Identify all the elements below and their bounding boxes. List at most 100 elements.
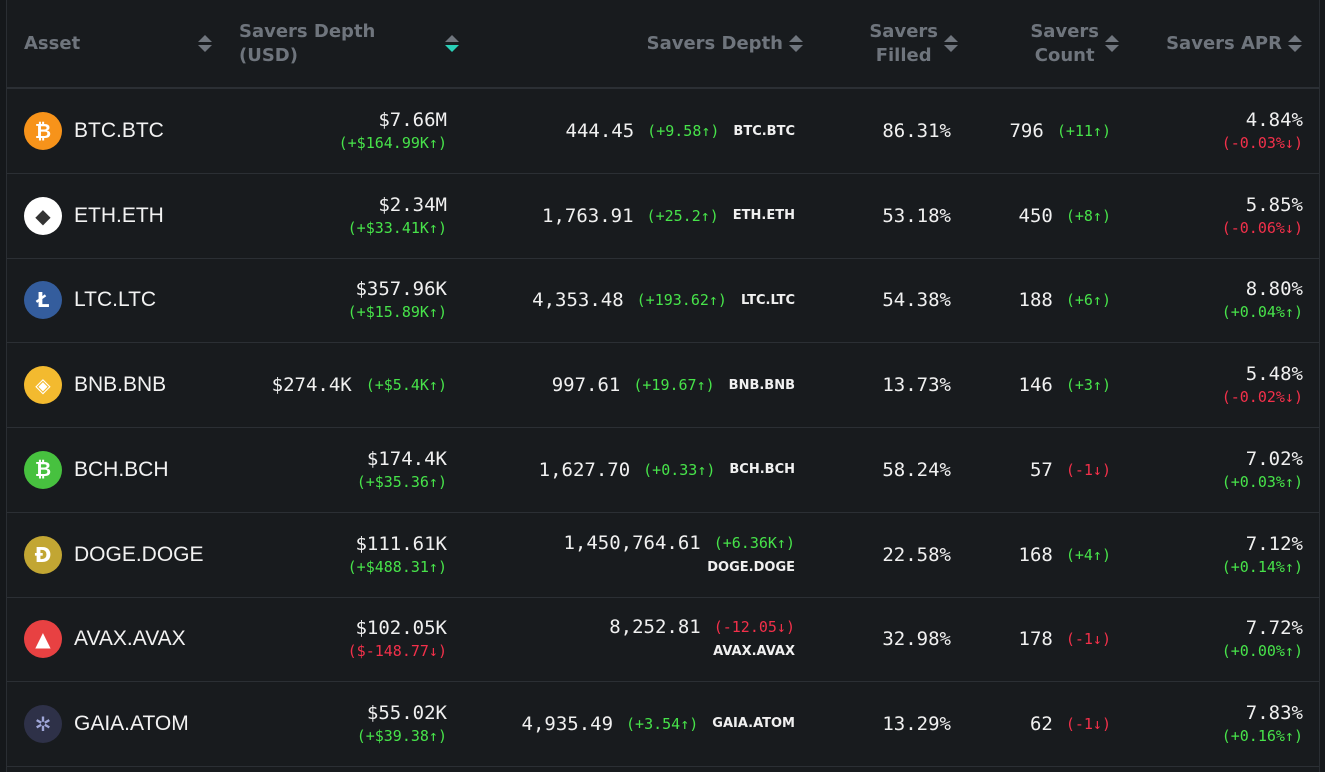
asset-name[interactable]: BTC.BTC [74, 119, 164, 142]
apr-change: (-0.02%↓) [1221, 388, 1303, 407]
sort-icon[interactable] [789, 34, 803, 53]
depth-usd-change: (+$164.99K↑) [338, 134, 447, 152]
apr-change: (-0.03%↓) [1221, 134, 1303, 152]
asset-ticker: ETH.ETH [732, 208, 795, 224]
apr-cell: 7.72% (+0.00%↑) [1127, 597, 1303, 681]
count-value: 168 [1018, 543, 1053, 566]
bitcoin-cash-icon: ₿ [24, 450, 62, 489]
table-header: Asset Savers Depth (USD) Savers Depth Sa… [7, 0, 1319, 89]
asset-name[interactable]: LTC.LTC [74, 288, 157, 312]
apr-value: 7.72% [1245, 617, 1303, 640]
asset-ticker: BNB.BNB [728, 377, 795, 393]
count-change: (+4↑) [1065, 545, 1111, 564]
depth-value: 4,353.48 [532, 289, 624, 312]
depth-value: 8,252.81 [609, 616, 701, 639]
table-row[interactable]: ◆ ETH.ETH $2.34M (+$33.41K↑) 1,763.91 (+… [7, 174, 1319, 259]
sort-icon[interactable] [198, 34, 212, 53]
header-filled-label-1: Savers [869, 20, 938, 42]
apr-cell: 8.80% (+0.04%↑) [1127, 258, 1303, 342]
asset-name[interactable]: BCH.BCH [74, 457, 169, 481]
depth-usd-cell: $2.34M (+$33.41K↑) [239, 174, 447, 258]
asset-name[interactable]: BNB.BNB [74, 373, 167, 397]
apr-cell: 7.02% (+0.03%↑) [1127, 428, 1303, 512]
apr-value: 5.85% [1245, 193, 1303, 216]
depth-usd-value: $2.34M [378, 193, 447, 216]
header-asset[interactable]: Asset [24, 0, 212, 87]
depth-usd-value: $111.61K [355, 532, 447, 555]
depth-value: 1,627.70 [538, 458, 631, 481]
header-depth[interactable]: Savers Depth [567, 0, 803, 87]
apr-change: (+0.04%↑) [1221, 303, 1303, 322]
header-depth-usd[interactable]: Savers Depth (USD) [239, 0, 460, 87]
header-count-label-2: Count [1034, 44, 1095, 66]
depth-usd-value: $55.02K [366, 701, 447, 724]
apr-value: 5.48% [1245, 363, 1303, 386]
apr-cell: 7.83% (+0.16%↑) [1127, 682, 1303, 766]
table-row[interactable]: ✲ GAIA.ATOM $55.02K (+$39.38↑) 4,935.49 … [7, 682, 1319, 767]
asset-name[interactable]: DOGE.DOGE [74, 542, 204, 566]
apr-change: (+0.00%↑) [1221, 642, 1303, 661]
filled-value: 32.98% [882, 628, 951, 651]
header-asset-label: Asset [24, 32, 81, 54]
count-value: 188 [1018, 289, 1053, 312]
count-value: 796 [1009, 120, 1044, 142]
depth-usd-cell: $174.4K (+$35.36↑) [239, 428, 447, 512]
depth-cell: 1,450,764.61 (+6.36K↑) DOGE.DOGE [467, 513, 795, 597]
asset-ticker: AVAX.AVAX [713, 644, 795, 660]
filled-value: 53.18% [882, 204, 951, 227]
filled-cell: 86.31% [827, 89, 951, 173]
apr-cell: 7.12% (+0.14%↑) [1127, 513, 1303, 597]
depth-cell: 4,935.49 (+3.54↑) GAIA.ATOM [467, 682, 795, 766]
apr-value: 4.84% [1245, 109, 1303, 131]
header-apr-label: Savers APR [1166, 32, 1282, 54]
depth-value: 4,935.49 [521, 712, 614, 735]
depth-usd-value: $174.4K [366, 447, 447, 470]
count-change: (+3↑) [1065, 376, 1111, 395]
asset-name[interactable]: ETH.ETH [74, 203, 164, 227]
table-row[interactable]: ₿ BCH.BCH $174.4K (+$35.36↑) 1,627.70 (+… [7, 428, 1319, 513]
apr-cell: 4.84% (-0.03%↓) [1127, 89, 1303, 173]
depth-usd-cell: $7.66M (+$164.99K↑) [239, 89, 447, 173]
depth-usd-change: (+$35.36↑) [356, 472, 447, 491]
depth-cell: 1,627.70 (+0.33↑) BCH.BCH [467, 428, 795, 512]
depth-cell: 997.61 (+19.67↑) BNB.BNB [467, 343, 795, 427]
filled-cell: 53.18% [827, 174, 951, 258]
depth-usd-cell: $357.96K (+$15.89K↑) [239, 258, 447, 342]
depth-usd-change: (+$39.38↑) [356, 726, 447, 745]
depth-change: (-12.05↓) [713, 618, 795, 637]
depth-cell: 8,252.81 (-12.05↓) AVAX.AVAX [467, 597, 795, 681]
asset-name[interactable]: GAIA.ATOM [74, 711, 189, 735]
depth-change: (+3.54↑) [626, 714, 699, 733]
count-change: (-1↓) [1065, 460, 1111, 479]
sort-icon[interactable] [1105, 34, 1119, 53]
asset-name[interactable]: AVAX.AVAX [74, 627, 186, 651]
bnb-icon: ◈ [24, 366, 62, 405]
depth-change: (+19.67↑) [633, 376, 715, 395]
depth-change: (+0.33↑) [643, 460, 716, 479]
asset-ticker: DOGE.DOGE [707, 559, 795, 575]
filled-value: 13.73% [882, 374, 951, 397]
header-filled-label-2: Filled [875, 44, 932, 66]
dogecoin-icon: Ð [24, 535, 62, 574]
depth-cell: 4,353.48 (+193.62↑) LTC.LTC [467, 258, 795, 342]
depth-usd-change: (+$33.41K↑) [347, 218, 447, 237]
header-count-label-1: Savers [1030, 20, 1099, 42]
table-row[interactable]: ◈ BNB.BNB $274.4K (+$5.4K↑) 997.61 (+19.… [7, 343, 1319, 429]
apr-change: (-0.06%↓) [1221, 218, 1303, 237]
sort-desc-active-icon[interactable] [445, 34, 460, 53]
apr-change: (+0.14%↑) [1221, 557, 1303, 576]
header-apr[interactable]: Savers APR [1147, 0, 1302, 87]
table-row[interactable]: ₿ BTC.BTC $7.66M (+$164.99K↑) 444.45 (+9… [7, 89, 1319, 174]
header-count[interactable]: Savers Count [987, 0, 1119, 87]
depth-usd-value: $357.96K [355, 278, 447, 301]
table-row[interactable]: Ł LTC.LTC $357.96K (+$15.89K↑) 4,353.48 … [7, 258, 1319, 344]
sort-icon[interactable] [944, 34, 958, 53]
count-cell: 450 (+8↑) [967, 174, 1111, 258]
count-cell: 168 (+4↑) [967, 513, 1111, 597]
header-filled[interactable]: Savers Filled [827, 0, 958, 87]
sort-icon[interactable] [1288, 34, 1302, 53]
depth-usd-change: (+$15.89K↑) [347, 303, 447, 322]
depth-usd-change: (+$5.4K↑) [365, 376, 447, 395]
table-row[interactable]: Ð DOGE.DOGE $111.61K (+$488.31↑) 1,450,7… [7, 513, 1319, 598]
table-row[interactable]: ▲ AVAX.AVAX $102.05K ($-148.77↓) 8,252.8… [7, 597, 1319, 683]
